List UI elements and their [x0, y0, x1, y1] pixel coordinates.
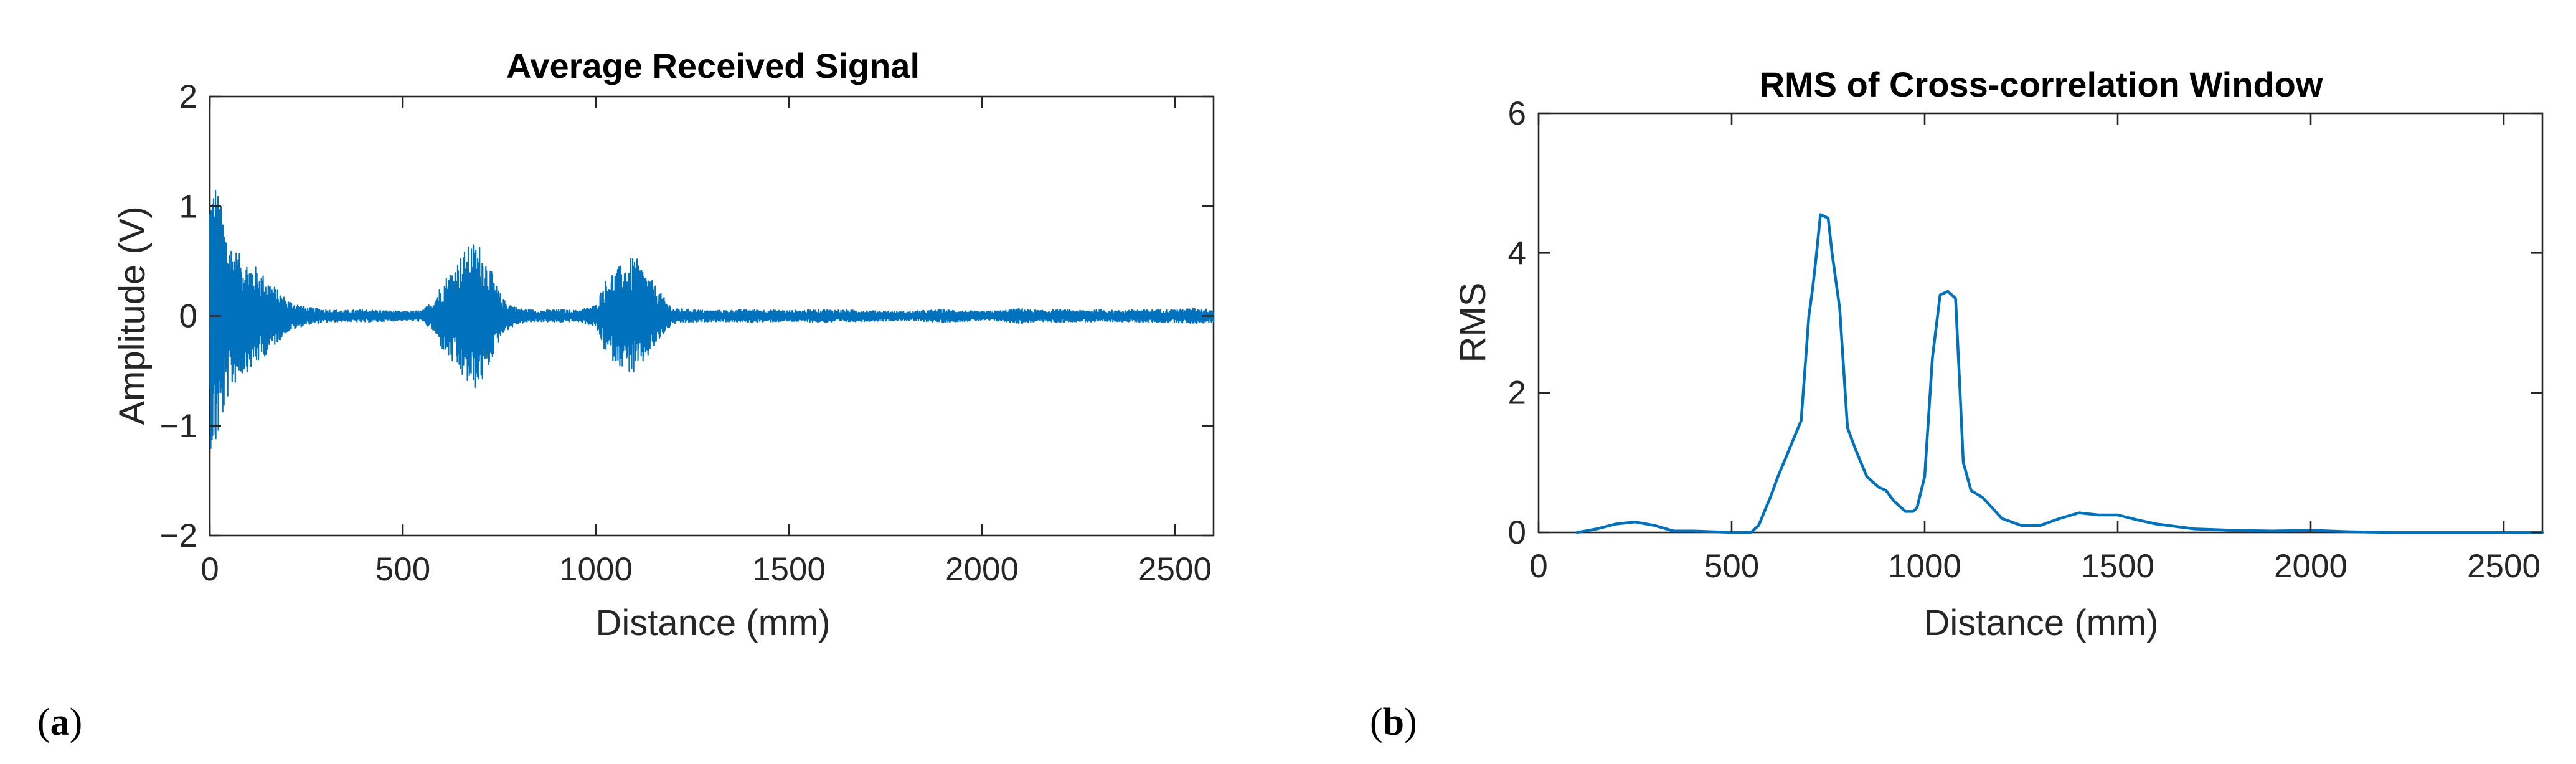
y-tick-label: 4 — [1508, 235, 1526, 271]
y-axis-label-a: Amplitude (V) — [112, 206, 153, 425]
x-tick-label: 2500 — [1138, 551, 1212, 588]
chart-title-b: RMS of Cross-correlation Window — [1760, 65, 2323, 104]
panel-label-b: (b) — [1370, 701, 1417, 743]
x-tick-label: 2000 — [945, 551, 1019, 588]
x-tick-label: 1000 — [1888, 548, 1961, 585]
axis-ticks-a: 0 500 1000 1500 2000 2500 −2 −1 0 1 2 — [160, 78, 1214, 588]
series-rms-b — [1575, 213, 2544, 534]
x-tick-label: 500 — [1704, 548, 1759, 585]
chart-panel-a: Average Received Signal 0 500 1000 1500 2000… — [37, 46, 1215, 743]
x-tick-label: 0 — [1529, 548, 1547, 585]
series-signal-a — [209, 189, 1215, 450]
y-tick-label: 0 — [1508, 514, 1526, 551]
plot-frame-b — [1537, 112, 2544, 534]
rms-line — [1575, 213, 2544, 534]
y-tick-label: −2 — [160, 517, 197, 554]
x-tick-label: 2000 — [2274, 548, 2347, 585]
y-tick-label: 0 — [179, 298, 197, 335]
y-tick-label: 6 — [1508, 95, 1526, 132]
x-tick-label: 0 — [201, 551, 219, 588]
y-axis-label-b: RMS — [1453, 283, 1493, 363]
chart-panel-b: RMS of Cross-correlation Window 0 500 1000… — [1370, 65, 2544, 743]
x-tick-label: 500 — [375, 551, 430, 588]
x-tick-label: 1000 — [559, 551, 633, 588]
x-tick-label: 2500 — [2467, 548, 2541, 585]
signal-line — [209, 189, 1215, 450]
y-tick-label: 1 — [179, 188, 197, 225]
x-axis-label-a: Distance (mm) — [595, 603, 830, 643]
y-tick-label: −1 — [160, 408, 197, 445]
x-tick-label: 1500 — [752, 551, 826, 588]
y-tick-label: 2 — [179, 78, 197, 115]
chart-title-a: Average Received Signal — [506, 46, 920, 85]
axis-ticks-b: 0 500 1000 1500 2000 2500 0 2 4 6 — [1508, 95, 2542, 585]
x-axis-label-b: Distance (mm) — [1923, 603, 2158, 643]
x-tick-label: 1500 — [2081, 548, 2154, 585]
y-tick-label: 2 — [1508, 375, 1526, 412]
panel-label-a: (a) — [37, 701, 82, 743]
